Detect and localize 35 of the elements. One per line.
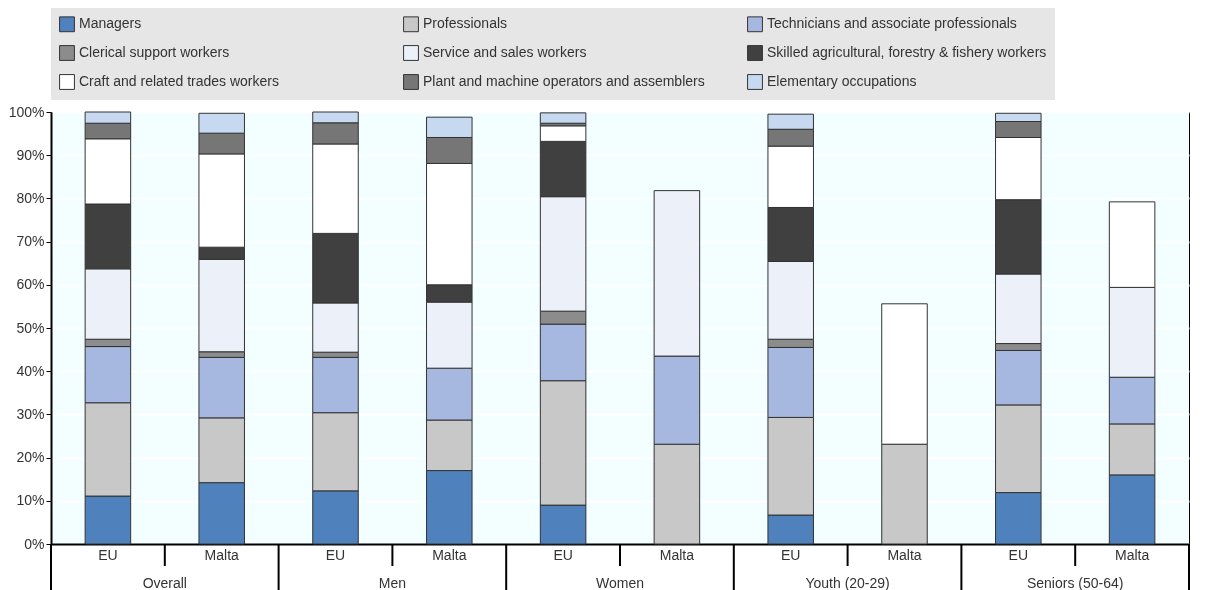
legend-label: Professionals [423, 15, 508, 32]
y-tick-label: 70% [16, 233, 45, 250]
x-tick-label: Malta [1114, 546, 1150, 563]
text: Men [378, 575, 407, 590]
x-tick-label: Malta [887, 546, 922, 563]
legend-label: Service and sales workers [423, 44, 587, 60]
x-tick-label: Malta [204, 546, 240, 563]
y-tick-label: 20% [16, 449, 45, 466]
x-tick-label: EU [780, 546, 801, 563]
y-tick-label: 100% [8, 103, 45, 120]
x-tick-label: EU [1008, 546, 1029, 563]
x-tick-label: EU [325, 546, 346, 563]
text: Seniors (50-64) [1026, 575, 1124, 590]
y-tick-label: 50% [16, 319, 45, 336]
y-tick-label: 60% [16, 276, 45, 293]
legend-label: Clerical support workers [79, 44, 230, 60]
text: Women [596, 575, 644, 590]
y-tick-label: 30% [16, 405, 45, 422]
y-tick-label: 80% [16, 189, 45, 206]
y-tick-label: 90% [16, 146, 45, 163]
legend-label: Craft and related trades workers [79, 73, 279, 89]
y-tick-label: 0% [24, 535, 45, 552]
x-tick-label: Malta [659, 546, 695, 563]
text: Youth (20-29) [805, 575, 890, 590]
legend-label: Managers [79, 15, 142, 32]
legend-label: Skilled agricultural, forestry & fishery workers [767, 44, 1047, 60]
x-tick-label: Malta [432, 546, 467, 563]
x-tick-label: EU [553, 546, 573, 563]
x-tick-label: EU [98, 546, 118, 563]
y-tick-label: 40% [16, 362, 45, 379]
legend-label: Technicians and associate professionals [767, 15, 1017, 32]
legend-label: Plant and machine operators and assemblers [423, 73, 705, 89]
legend-label: Elementary occupations [767, 73, 917, 89]
text: Overall [142, 575, 187, 590]
y-tick-label: 10% [16, 492, 45, 509]
